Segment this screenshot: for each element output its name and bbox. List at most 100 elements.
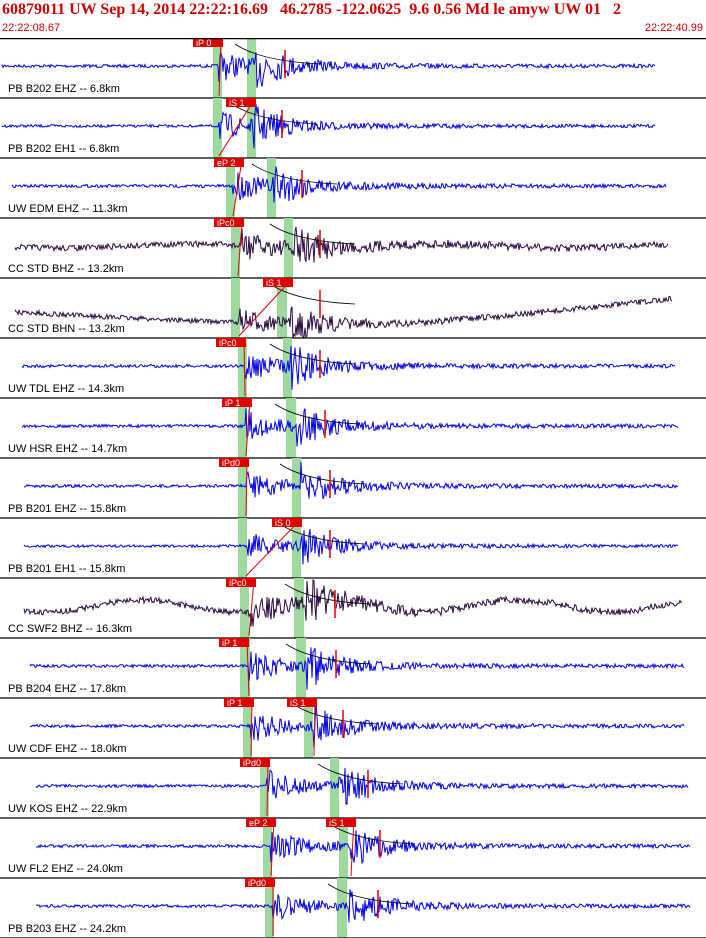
waveform-trace: [14, 226, 669, 263]
pick-line: [245, 519, 301, 577]
pick-window: [247, 98, 256, 158]
pick-marker: [224, 698, 254, 707]
pick-window: [238, 458, 247, 518]
pick-window: [243, 698, 252, 758]
station-label: UW FL2 EHZ -- 24.0km: [8, 863, 123, 875]
pick-line: [313, 699, 316, 757]
pick-label: iP 1: [227, 698, 242, 708]
pick-window: [339, 818, 348, 878]
waveform-trace: [14, 295, 673, 339]
pick-line: [243, 339, 246, 397]
pick-marker: [214, 158, 244, 167]
station-label: UW HSR EHZ -- 14.7km: [8, 443, 127, 455]
station-label: PB B203 EHZ -- 24.2km: [8, 923, 126, 935]
coda-curve: [231, 103, 318, 125]
waveform-trace: [1, 51, 656, 88]
pick-marker: [246, 818, 276, 827]
waveform-trace: [11, 166, 667, 203]
pick-marker: [245, 878, 275, 887]
pick-marker: [226, 578, 256, 587]
coda-curve: [274, 403, 361, 425]
coda-curve: [317, 763, 404, 785]
pick-line: [218, 39, 222, 97]
coda-curve: [269, 283, 356, 305]
pick-line: [218, 99, 255, 157]
pick-line: [245, 459, 248, 517]
pick-window: [277, 278, 287, 338]
pick-label: iS 0: [275, 518, 291, 528]
pick-label: iPc0: [217, 218, 235, 228]
pick-line: [237, 219, 243, 277]
station-label: PB B202 EH1 -- 6.8km: [8, 143, 119, 155]
pick-marker: [216, 338, 246, 347]
pick-label: iPd0: [222, 458, 240, 468]
coda-curve: [292, 703, 379, 725]
pick-marker: [226, 98, 256, 107]
pick-window: [263, 818, 272, 878]
pick-marker: [263, 278, 293, 287]
pick-window: [238, 518, 247, 578]
pick-window: [226, 158, 235, 218]
pick-line: [245, 399, 251, 457]
pick-label: iP 1: [222, 638, 237, 648]
station-label: UW TDL EHZ -- 14.3km: [8, 383, 124, 395]
station-label: PB B204 EHZ -- 17.8km: [8, 683, 126, 695]
pick-window: [240, 638, 250, 698]
pick-window: [213, 38, 222, 98]
pick-line: [270, 819, 275, 877]
pick-window: [238, 338, 247, 398]
pick-label: eP 2: [217, 158, 235, 168]
pick-label: iP 1: [225, 398, 240, 408]
pick-label: iPc0: [219, 338, 237, 348]
pick-window: [231, 278, 240, 338]
waveform-trace: [21, 408, 679, 447]
header: 60879011 UW Sep 14, 2014 22:22:16.69 46.…: [0, 0, 706, 38]
pick-marker: [240, 758, 270, 767]
coda-curve: [269, 223, 356, 245]
pick-marker: [193, 38, 223, 47]
pick-marker: [219, 458, 249, 467]
pick-marker: [214, 218, 244, 227]
pick-marker: [222, 398, 252, 407]
pick-window: [240, 578, 249, 638]
pick-label: iS 1: [229, 98, 245, 108]
pick-label: iPd0: [243, 758, 261, 768]
waveform-trace: [35, 830, 691, 865]
pick-window: [283, 338, 292, 398]
pick-label: iPd0: [248, 878, 266, 888]
coda-curve: [327, 883, 414, 905]
pick-line: [238, 279, 292, 337]
station-label: UW KOS EHZ -- 22.9km: [8, 803, 127, 815]
pick-label: eP 2: [249, 818, 267, 828]
coda-curve: [279, 463, 366, 485]
coda-curve: [234, 43, 321, 65]
waveform-trace: [1, 104, 656, 149]
pick-line: [246, 639, 250, 697]
station-label: PB B201 EHZ -- 15.8km: [8, 503, 126, 515]
station-label: CC STD BHN -- 13.2km: [8, 323, 125, 335]
pick-label: iPc0: [229, 578, 247, 588]
pick-label: iP 0: [196, 38, 211, 48]
station-label: PB B202 EHZ -- 6.8km: [8, 83, 120, 95]
waveform-trace: [35, 889, 691, 923]
station-label: CC SWF2 BHZ -- 16.3km: [8, 623, 132, 635]
pick-marker: [219, 638, 249, 647]
pick-window: [213, 98, 222, 158]
pick-label: iS 1: [329, 818, 345, 828]
waveform-trace: [30, 703, 685, 749]
coda-curve: [279, 523, 366, 545]
coda-curve: [284, 583, 371, 605]
pick-line: [250, 699, 253, 757]
pick-line: [350, 819, 355, 877]
start-time: 22:22:08.67: [2, 22, 61, 34]
waveform-trace: [24, 461, 679, 500]
station-label: PB B201 EH1 -- 15.8km: [8, 563, 125, 575]
pick-window: [260, 758, 269, 818]
pick-window: [296, 638, 306, 698]
pick-marker: [272, 518, 302, 527]
waveform-trace: [23, 529, 678, 565]
coda-curve: [285, 643, 372, 665]
coda-curve: [269, 343, 356, 365]
seismogram-panel: iP 0 PB B202 EHZ -- 6.8km iS 1 PB B202 EH1 …: [0, 38, 706, 938]
pick-marker: [326, 818, 356, 827]
